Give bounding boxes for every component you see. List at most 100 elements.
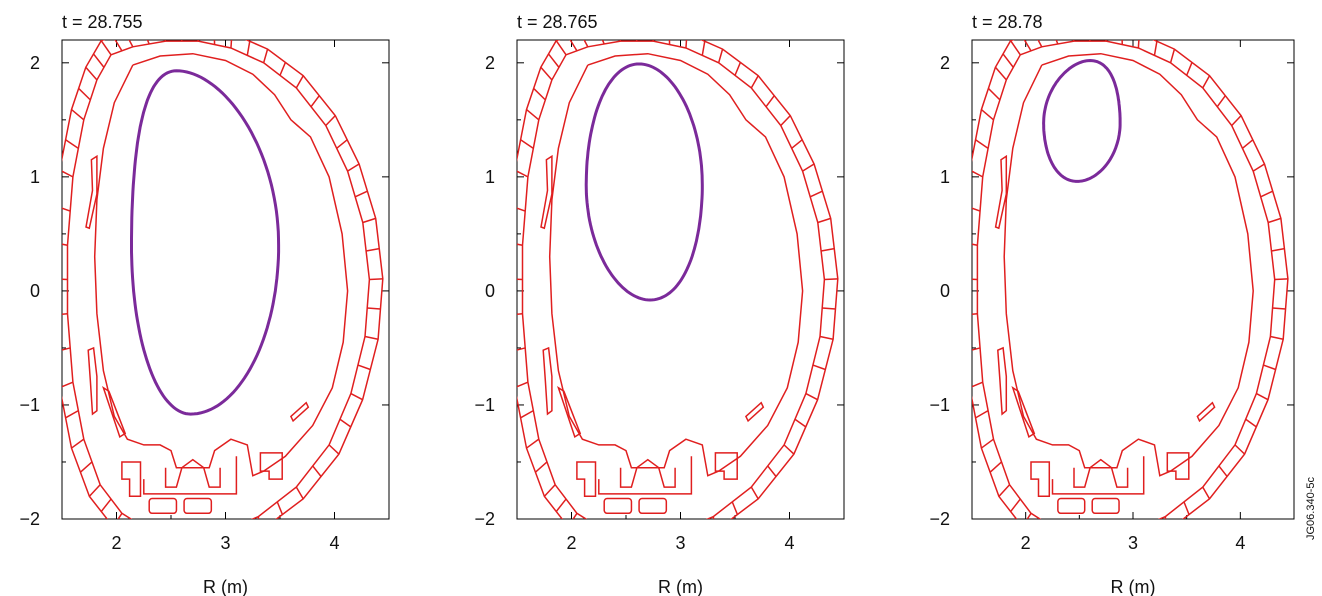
vessel-drawing — [517, 40, 839, 544]
wall-tile — [598, 530, 604, 544]
x-tick-label: 4 — [1235, 533, 1245, 553]
divertor-base — [1051, 456, 1145, 495]
wall-tile — [312, 465, 322, 477]
wall-tile — [972, 347, 981, 351]
plasma-boundary — [130, 69, 281, 416]
wall-tile — [994, 66, 1007, 81]
wall-tile — [805, 392, 818, 401]
coil-right — [259, 452, 283, 480]
divertor-base — [143, 456, 238, 495]
wall-tile — [569, 40, 578, 52]
x-tick-label: 3 — [1128, 533, 1138, 553]
wall-tile — [362, 217, 376, 224]
wall-tile — [143, 530, 149, 544]
wall-tile — [734, 62, 742, 76]
wall-tile — [980, 108, 994, 121]
wall-tile — [1110, 533, 1111, 548]
wall-tile — [555, 40, 567, 56]
limiter-lower — [542, 346, 553, 416]
wall-tile — [62, 312, 68, 316]
wall-tile — [1169, 48, 1176, 64]
wall-tile — [1252, 163, 1265, 172]
wall-tile — [65, 410, 79, 419]
vessel-drawing — [62, 40, 384, 548]
wall-tile — [972, 381, 984, 388]
wall-tile — [1002, 53, 1014, 68]
wall-tile — [1272, 307, 1286, 310]
limiter-upper — [994, 154, 1008, 230]
first-wall — [93, 52, 349, 477]
wall-tile — [328, 444, 340, 455]
wall-tile — [809, 190, 823, 198]
wall-tile — [1216, 95, 1226, 108]
wall-tile — [202, 533, 203, 548]
panel-3: t = 28.78 2 3 4 −2 −1 0 1 2 R (m) — [929, 12, 1295, 596]
wall-tile — [350, 392, 363, 401]
wall-tile — [1105, 40, 1107, 42]
x-tick-label: 4 — [784, 533, 794, 553]
wall-tile — [1270, 335, 1284, 340]
wall-tile — [783, 444, 795, 455]
wall-tile — [365, 247, 380, 252]
wall-tile — [1245, 418, 1257, 428]
wall-tile — [520, 139, 534, 149]
vessel-outer-wall — [62, 40, 384, 519]
wall-tile — [1137, 40, 1140, 49]
wall-tile — [517, 381, 529, 388]
wall-tile — [71, 438, 85, 449]
wall-tile — [555, 498, 567, 512]
vessel-inner-wall — [976, 40, 1276, 519]
wall-tile — [1183, 501, 1190, 515]
wall-tile — [295, 486, 304, 500]
wall-tile — [972, 207, 981, 212]
wall-tile — [547, 53, 560, 68]
panel-title: t = 28.78 — [972, 12, 1043, 32]
limiter-diag — [102, 386, 127, 439]
wall-tile — [276, 501, 284, 515]
wall-tile — [972, 170, 984, 178]
wall-tile — [1263, 364, 1276, 371]
y-tick-label: 1 — [30, 167, 40, 187]
wall-tile — [262, 48, 269, 64]
wall-tile — [1271, 247, 1285, 252]
wall-tile — [1153, 41, 1158, 56]
wall-tile — [369, 278, 383, 281]
wall-tile — [128, 522, 136, 536]
x-axis-title: R (m) — [658, 577, 703, 596]
wall-tile — [822, 307, 836, 310]
wall-tile — [1087, 536, 1090, 551]
y-tick-label: 2 — [485, 53, 495, 73]
wall-tile — [750, 75, 759, 89]
y-tick-label: 0 — [485, 281, 495, 301]
wall-tile — [92, 53, 105, 68]
panel-title: t = 28.755 — [62, 12, 143, 32]
wall-tile — [1268, 217, 1282, 224]
wall-tile — [71, 108, 85, 121]
limiter-diag — [557, 386, 582, 439]
wall-tile — [1256, 392, 1269, 401]
y-tick-label: −2 — [19, 509, 40, 529]
wall-tile — [279, 62, 287, 76]
wall-tile — [717, 48, 724, 64]
x-tick-label: 3 — [220, 533, 230, 553]
x-tick-label: 2 — [566, 533, 576, 553]
wall-tile — [767, 465, 777, 477]
wall-tile — [180, 40, 183, 42]
wall-tile — [685, 40, 688, 49]
wall-tile — [975, 139, 989, 149]
vessel-inner-wall — [66, 40, 371, 519]
wall-tile — [88, 484, 101, 497]
wall-tile — [79, 461, 93, 473]
wall-tile — [652, 40, 654, 42]
wall-tile — [1055, 40, 1059, 45]
vessel-outer-wall — [972, 40, 1289, 519]
wall-tile — [1037, 40, 1043, 48]
wall-tile — [533, 87, 546, 101]
plasma-boundary — [1042, 58, 1122, 183]
wall-tile — [65, 139, 79, 149]
wall-tile — [812, 364, 826, 371]
wall-tile — [310, 95, 320, 108]
coil-left — [576, 461, 597, 497]
y-tick-label: 0 — [940, 281, 950, 301]
